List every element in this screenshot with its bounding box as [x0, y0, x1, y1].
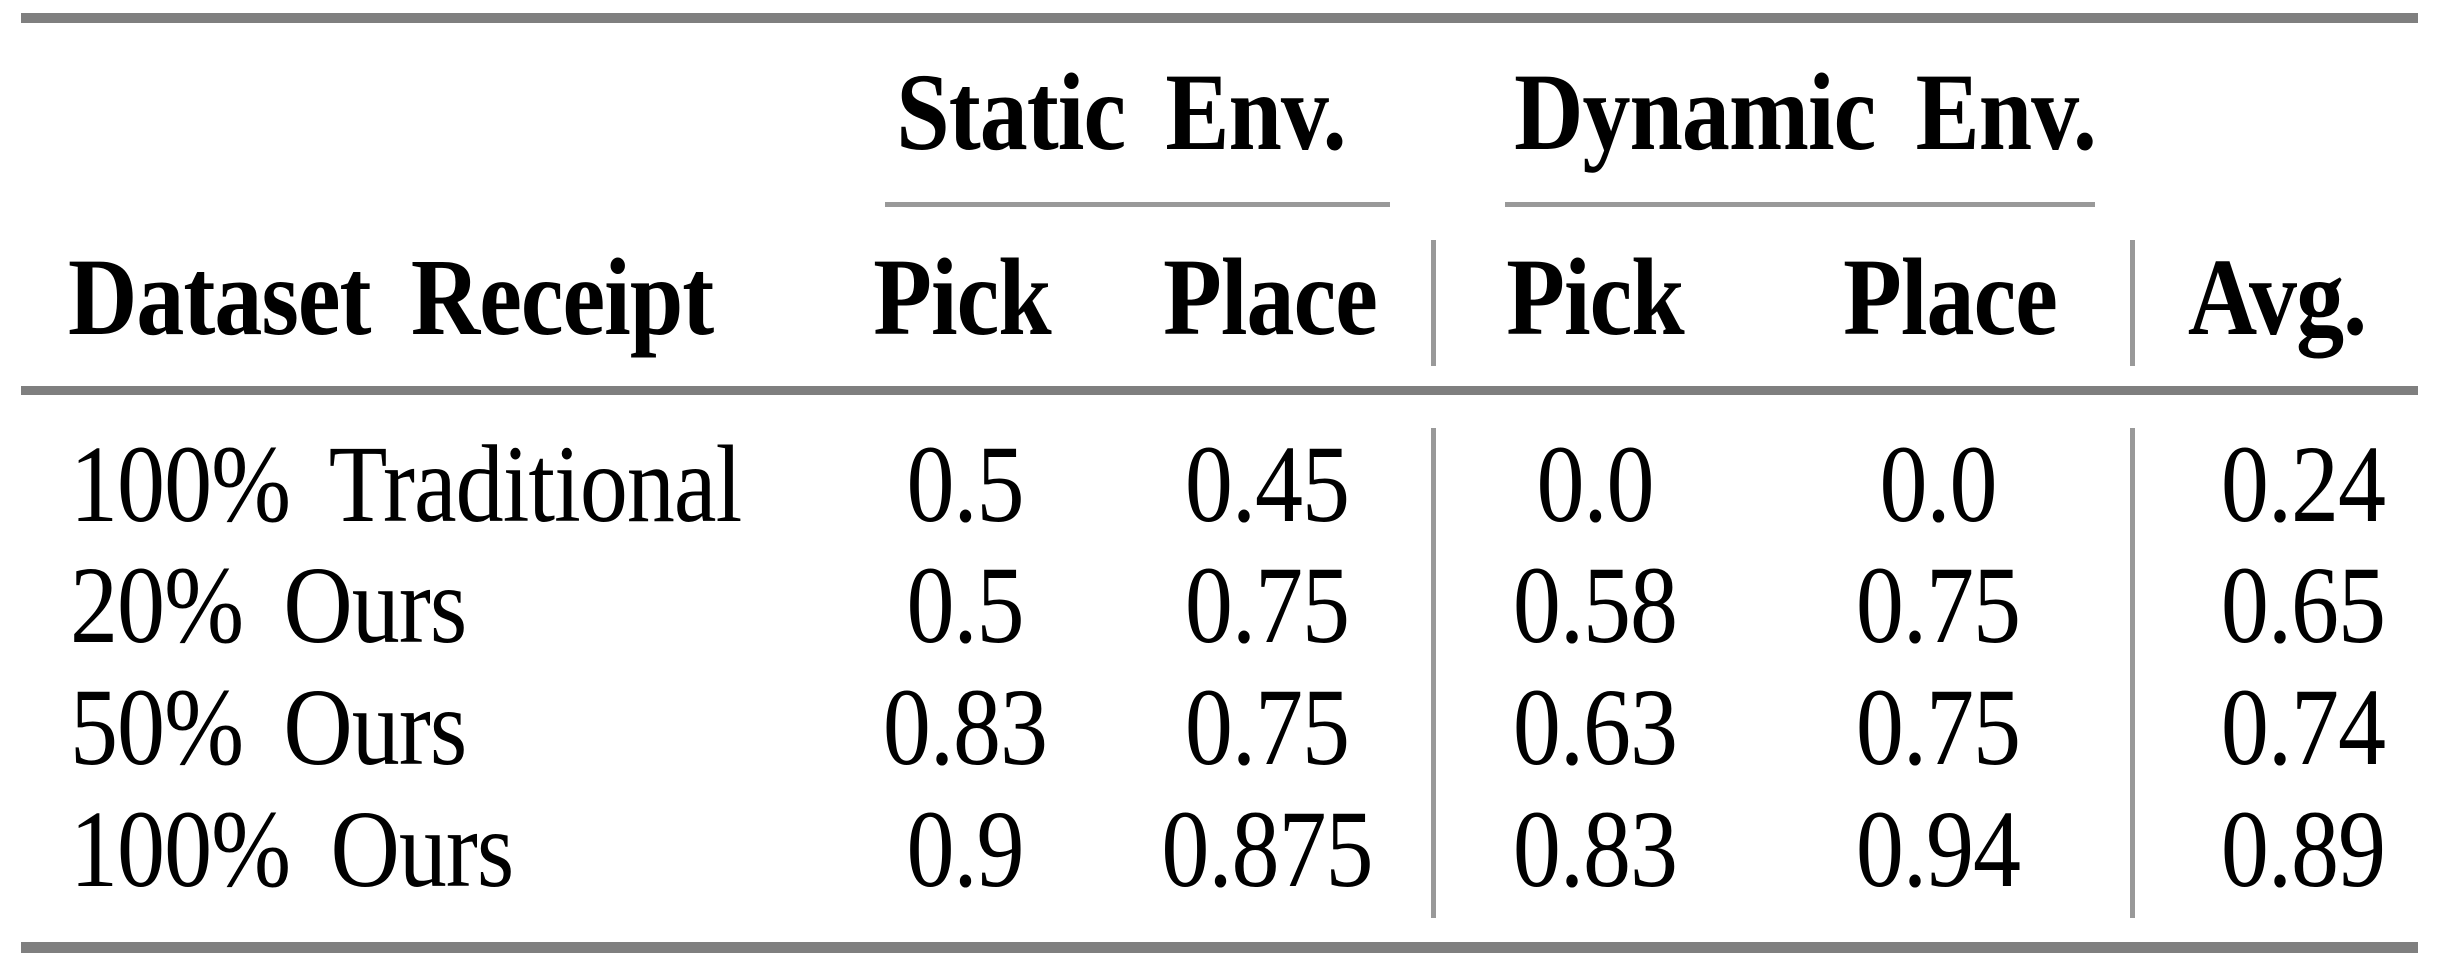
cell-static-place: 0.75	[1184, 542, 1350, 666]
group-header-static-env: Static Env.	[896, 49, 1346, 173]
col-header-dynamic-place: Place	[1843, 234, 2058, 358]
cmidrule-static	[885, 202, 1390, 207]
cell-avg: 0.74	[2220, 664, 2386, 788]
cell-static-place: 0.75	[1184, 664, 1350, 788]
col-header-dataset-receipt: Dataset Receipt	[68, 234, 714, 358]
cell-dynamic-place: 0.0	[1879, 421, 1997, 545]
cell-dynamic-place: 0.94	[1855, 786, 2021, 910]
row-label: 50% Ours	[70, 664, 467, 788]
cell-avg: 0.24	[2220, 421, 2386, 545]
cell-static-place: 0.45	[1184, 421, 1350, 545]
cell-static-pick: 0.5	[906, 542, 1024, 666]
cell-dynamic-pick: 0.63	[1512, 664, 1678, 788]
col-header-static-pick: Pick	[873, 234, 1051, 358]
col-header-dynamic-pick: Pick	[1506, 234, 1684, 358]
col-header-avg: Avg.	[2187, 234, 2367, 358]
cell-static-pick: 0.5	[906, 421, 1024, 545]
vline-avg-header	[2130, 240, 2135, 366]
vline-static-dynamic-header	[1431, 240, 1436, 366]
cell-dynamic-place: 0.75	[1855, 542, 2021, 666]
group-header-dynamic-env: Dynamic Env.	[1514, 49, 2097, 173]
mid-rule	[21, 386, 2418, 395]
cell-dynamic-pick: 0.83	[1512, 786, 1678, 910]
row-label: 100% Traditional	[70, 421, 742, 545]
vline-static-dynamic-body	[1431, 428, 1436, 918]
cmidrule-dynamic	[1505, 202, 2095, 207]
cell-avg: 0.89	[2220, 786, 2386, 910]
cell-dynamic-pick: 0.0	[1536, 421, 1654, 545]
cell-avg: 0.65	[2220, 542, 2386, 666]
row-label: 20% Ours	[70, 542, 467, 666]
cell-dynamic-place: 0.75	[1855, 664, 2021, 788]
row-label: 100% Ours	[70, 786, 514, 910]
bottom-rule	[21, 942, 2418, 953]
cell-dynamic-pick: 0.58	[1512, 542, 1678, 666]
vline-avg-body	[2130, 428, 2135, 918]
col-header-static-place: Place	[1163, 234, 1378, 358]
cell-static-pick: 0.9	[906, 786, 1024, 910]
cell-static-pick: 0.83	[882, 664, 1048, 788]
top-rule	[21, 13, 2418, 23]
cell-static-place: 0.875	[1161, 786, 1373, 910]
